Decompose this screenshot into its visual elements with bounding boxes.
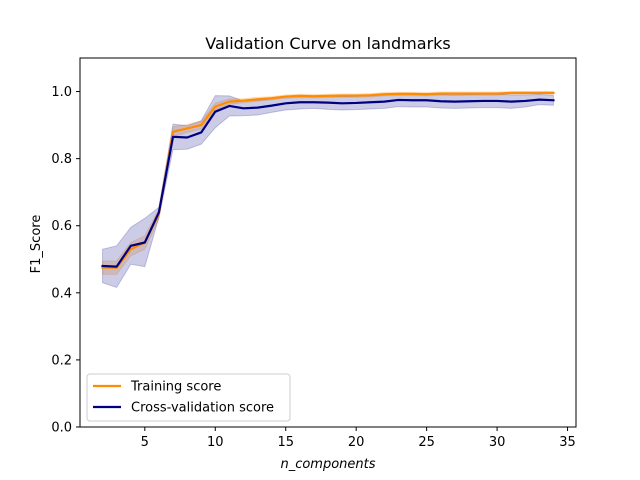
y-tick-label: 0.0 [51,421,72,436]
y-tick-label: 1.0 [51,85,72,100]
series-line-0 [101,91,555,269]
x-tick-label: 5 [141,435,149,450]
x-tick-label: 30 [489,435,506,450]
x-tick-label: 35 [559,435,576,450]
legend-entry-1: Cross-validation score [131,401,274,416]
legend-box [86,373,291,422]
series-lines [101,91,555,269]
y-axis-label: F1_Score [29,215,44,274]
axes: 5 10 15 20 25 30 35 0.0 0.2 0.4 0.6 0.8 1.0 [51,57,577,450]
x-tick-label: 25 [418,435,435,450]
std-band-1 [102,92,554,289]
plot-frame [79,57,577,428]
y-tick-label: 0.6 [51,219,72,234]
y-tick-label: 0.2 [51,353,72,368]
series-line-1 [101,98,555,268]
legend: Training score Cross-validation score [86,373,291,422]
x-tick-label: 20 [348,435,365,450]
y-tick-label: 0.8 [51,152,72,167]
chart-title: Validation Curve on landmarks [205,34,451,53]
x-tick-label: 15 [277,435,294,450]
std-band-0 [102,91,554,275]
legend-entry-0: Training score [130,380,221,395]
y-tick-label: 0.4 [51,286,72,301]
std-bands [102,91,554,289]
x-tick-label: 10 [207,435,224,450]
x-axis-label: n_components [280,457,375,472]
